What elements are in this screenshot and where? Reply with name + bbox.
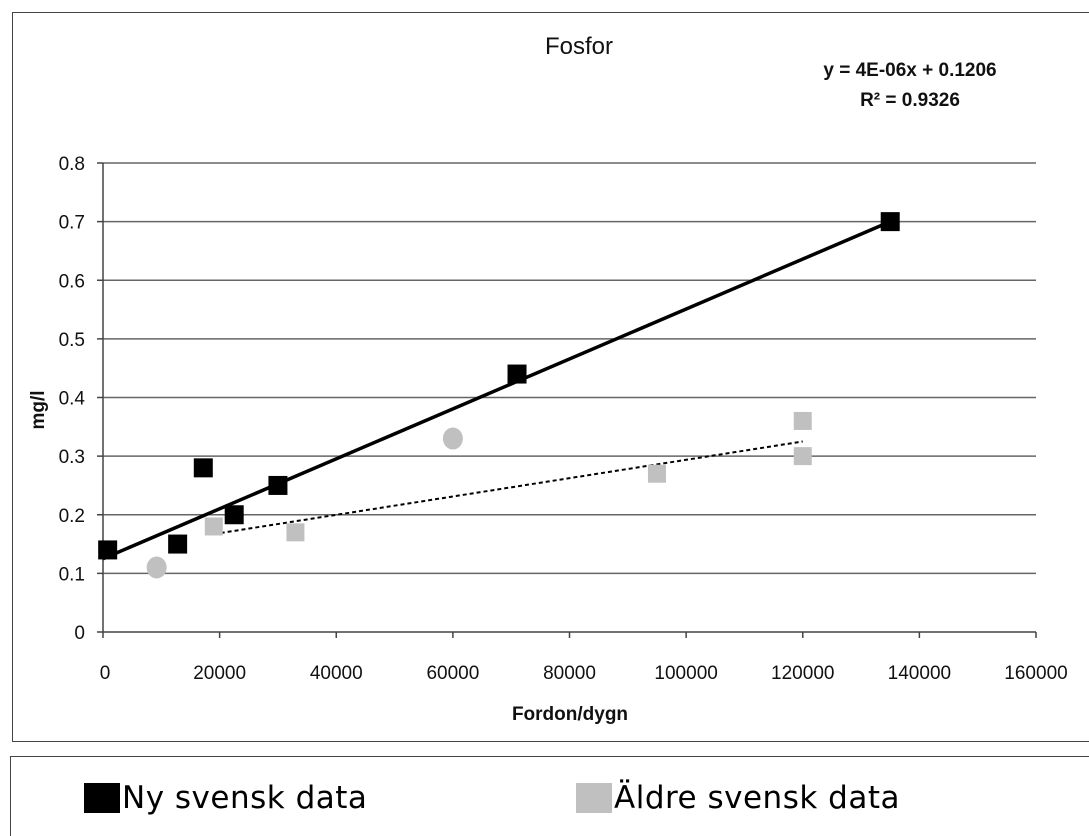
y-tick-label: 0.2 xyxy=(59,506,85,527)
data-point-square xyxy=(793,447,812,466)
x-tick-label: 40000 xyxy=(310,663,363,684)
legend-item-new-data: Ny svensk data xyxy=(84,780,367,816)
data-points xyxy=(98,212,900,579)
x-tick-label: 120000 xyxy=(771,663,834,684)
legend-frame xyxy=(10,756,1089,836)
legend-item-old-data: Äldre svensk data xyxy=(576,780,900,816)
chart-frame xyxy=(12,12,1089,742)
data-point-square xyxy=(204,517,223,536)
trendline-equation: y = 4E-06x + 0.1206 xyxy=(823,60,996,81)
y-tick-label: 0.7 xyxy=(59,213,85,234)
y-tick-label: 0 xyxy=(74,623,85,644)
y-tick-label: 0.6 xyxy=(59,271,85,292)
legend-swatch-black xyxy=(84,783,120,813)
legend-swatch-gray xyxy=(576,783,612,813)
data-point-square xyxy=(880,212,900,232)
x-tick-label: 100000 xyxy=(654,663,717,684)
y-axis-label: mg/l xyxy=(28,390,49,429)
data-point-square xyxy=(286,523,305,542)
x-tick-label: 80000 xyxy=(543,663,596,684)
y-tick-label: 0.8 xyxy=(59,154,85,175)
data-point-square xyxy=(168,534,188,554)
y-tick-label: 0.1 xyxy=(59,564,85,585)
trendline-old-data xyxy=(213,440,803,536)
data-point-square xyxy=(268,475,288,495)
y-tick-label: 0.3 xyxy=(59,447,85,468)
x-tick-label: 160000 xyxy=(1004,663,1067,684)
x-tick-label: 140000 xyxy=(888,663,951,684)
x-tick-labels: 0 20000 40000 60000 80000 100000 120000 140000 1… xyxy=(100,663,1068,684)
data-point-square xyxy=(507,364,527,384)
data-point-circle xyxy=(442,427,463,450)
trendline-r2: R² = 0.9326 xyxy=(860,90,960,111)
legend-label: Äldre svensk data xyxy=(614,780,900,816)
x-tick-label: 20000 xyxy=(193,663,246,684)
y-tick-labels: 0 0.1 0.2 0.3 0.4 0.5 0.6 0.7 0.8 xyxy=(59,154,86,644)
x-axis-label: Fordon/dygn xyxy=(512,704,628,725)
data-point-square xyxy=(647,464,666,483)
y-tick-label: 0.5 xyxy=(59,330,85,351)
data-point-circle xyxy=(146,556,167,579)
data-point-square xyxy=(193,458,213,478)
data-point-square xyxy=(224,505,244,525)
legend-label: Ny svensk data xyxy=(122,780,368,816)
y-tick-label: 0.4 xyxy=(59,389,86,410)
chart-title: Fosfor xyxy=(545,33,613,60)
data-point-square xyxy=(98,540,118,560)
trendlines xyxy=(102,220,891,561)
trendline-new-data xyxy=(102,220,891,561)
grid-lines xyxy=(97,162,1037,638)
data-point-square xyxy=(793,411,812,430)
x-tick-label: 0 xyxy=(100,663,111,684)
x-tick-label: 60000 xyxy=(426,663,479,684)
